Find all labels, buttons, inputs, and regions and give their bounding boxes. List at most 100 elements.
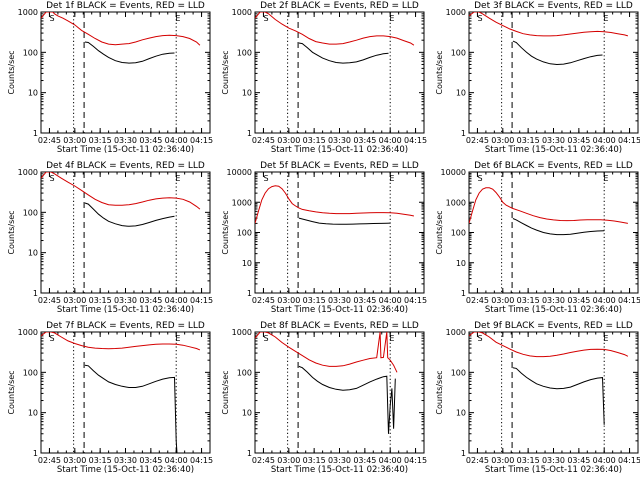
end-marker: E xyxy=(175,334,180,343)
start-marker: S xyxy=(263,174,268,183)
start-marker: S xyxy=(49,174,54,183)
x-tick-label: 02:45 xyxy=(466,456,489,465)
y-tick-label: 100 xyxy=(23,208,38,217)
x-tick-label: 03:30 xyxy=(114,456,137,465)
lld-series xyxy=(469,12,629,37)
x-tick-label: 03:45 xyxy=(567,296,590,305)
x-tick-label: 04:00 xyxy=(379,136,402,145)
x-tick-label: 02:45 xyxy=(38,296,61,305)
end-marker: E xyxy=(389,14,394,23)
x-tick-label: 03:30 xyxy=(328,296,351,305)
start-marker: S xyxy=(263,14,268,23)
x-tick-label: 04:00 xyxy=(593,136,616,145)
y-tick-label: 10 xyxy=(242,409,252,418)
x-tick-label: 04:15 xyxy=(190,136,213,145)
panel-3: Det 3f BLACK = Events, RED = LLD 1 10 100 10… xyxy=(435,1,640,155)
x-axis-label: Start Time (15-Oct-11 02:36:40) xyxy=(271,465,408,475)
x-tick-label: 04:00 xyxy=(165,456,188,465)
panel-title: Det 6f BLACK = Events, RED = LLD xyxy=(474,161,633,171)
start-marker: S xyxy=(49,14,54,23)
events-series xyxy=(298,42,389,64)
x-tick-label: 02:45 xyxy=(466,296,489,305)
y-tick-label: 100 xyxy=(451,48,466,57)
x-tick-label: 03:15 xyxy=(517,136,540,145)
x-tick-label: 03:15 xyxy=(89,136,112,145)
end-marker: E xyxy=(175,174,180,183)
panel-title: Det 9f BLACK = Events, RED = LLD xyxy=(474,321,633,331)
x-axis-label: Start Time (15-Oct-11 02:36:40) xyxy=(57,465,194,475)
lld-series xyxy=(255,332,398,373)
x-axis-label: Start Time (15-Oct-11 02:36:40) xyxy=(57,305,194,315)
y-axis-label: Counts/sec xyxy=(221,370,230,414)
lld-series xyxy=(255,185,415,224)
y-axis-label: Counts/sec xyxy=(221,210,230,254)
x-tick-label: 04:15 xyxy=(190,456,213,465)
start-marker: S xyxy=(263,334,268,343)
y-tick-label: 100 xyxy=(237,368,252,377)
x-tick-label: 04:15 xyxy=(404,136,427,145)
y-tick-label: 1000 xyxy=(446,8,466,17)
x-tick-label: 04:00 xyxy=(379,456,402,465)
panel-title: Det 2f BLACK = Events, RED = LLD xyxy=(260,1,419,11)
end-marker: E xyxy=(603,14,608,23)
x-tick-label: 03:45 xyxy=(353,456,376,465)
panel-5: Det 5f BLACK = Events, RED = LLD 1 10 100 10… xyxy=(221,161,427,315)
x-tick-label: 03:45 xyxy=(567,456,590,465)
y-tick-label: 10 xyxy=(242,89,252,98)
x-tick-label: 03:30 xyxy=(114,296,137,305)
y-axis-label: Counts/sec xyxy=(435,370,444,414)
end-marker: E xyxy=(603,334,608,343)
lld-series xyxy=(469,332,629,358)
y-tick-label: 10 xyxy=(28,409,38,418)
end-marker: E xyxy=(603,174,608,183)
x-tick-label: 03:45 xyxy=(353,296,376,305)
y-tick-label: 10 xyxy=(456,89,466,98)
x-tick-label: 04:00 xyxy=(165,136,188,145)
y-tick-label: 100 xyxy=(237,229,252,238)
x-tick-label: 03:45 xyxy=(139,296,162,305)
x-tick-label: 02:45 xyxy=(38,136,61,145)
panel-title: Det 5f BLACK = Events, RED = LLD xyxy=(260,161,419,171)
panel-title: Det 4f BLACK = Events, RED = LLD xyxy=(46,161,205,171)
x-tick-label: 03:30 xyxy=(328,456,351,465)
x-axis-label: Start Time (15-Oct-11 02:36:40) xyxy=(485,145,622,155)
y-tick-label: 1 xyxy=(247,449,252,458)
events-series xyxy=(84,202,175,227)
panel-title: Det 1f BLACK = Events, RED = LLD xyxy=(46,1,205,11)
x-tick-label: 03:30 xyxy=(542,456,565,465)
y-tick-label: 1000 xyxy=(446,198,466,207)
panel-4: Det 4f BLACK = Events, RED = LLD 1 10 100 10… xyxy=(7,161,213,315)
y-axis-label: Counts/sec xyxy=(435,210,444,254)
x-tick-label: 03:00 xyxy=(491,136,514,145)
x-tick-label: 04:15 xyxy=(190,296,213,305)
end-marker: E xyxy=(389,174,394,183)
y-tick-label: 1 xyxy=(247,289,252,298)
y-tick-label: 1000 xyxy=(232,328,252,337)
x-tick-label: 03:15 xyxy=(517,456,540,465)
y-tick-label: 10 xyxy=(456,409,466,418)
y-tick-label: 1000 xyxy=(232,198,252,207)
x-tick-label: 03:00 xyxy=(277,136,300,145)
events-series xyxy=(298,365,396,434)
x-tick-label: 03:30 xyxy=(542,136,565,145)
y-tick-label: 1 xyxy=(33,449,38,458)
x-tick-label: 03:45 xyxy=(353,136,376,145)
panel-6: Det 6f BLACK = Events, RED = LLD 1 10 100 10… xyxy=(435,161,640,315)
x-tick-label: 03:45 xyxy=(567,136,590,145)
x-tick-label: 03:00 xyxy=(491,296,514,305)
y-axis-label: Counts/sec xyxy=(7,50,16,94)
y-tick-label: 10000 xyxy=(441,168,466,177)
y-tick-label: 1 xyxy=(33,129,38,138)
events-series xyxy=(84,364,178,453)
y-tick-label: 10000 xyxy=(227,168,252,177)
panel-2: Det 2f BLACK = Events, RED = LLD 1 10 100 10… xyxy=(221,1,427,155)
start-marker: S xyxy=(477,174,482,183)
lld-series xyxy=(41,332,201,351)
y-tick-label: 1 xyxy=(461,129,466,138)
x-tick-label: 03:30 xyxy=(114,136,137,145)
x-axis-label: Start Time (15-Oct-11 02:36:40) xyxy=(57,145,194,155)
x-tick-label: 02:45 xyxy=(252,136,275,145)
y-tick-label: 10 xyxy=(456,259,466,268)
y-tick-label: 100 xyxy=(23,368,38,377)
